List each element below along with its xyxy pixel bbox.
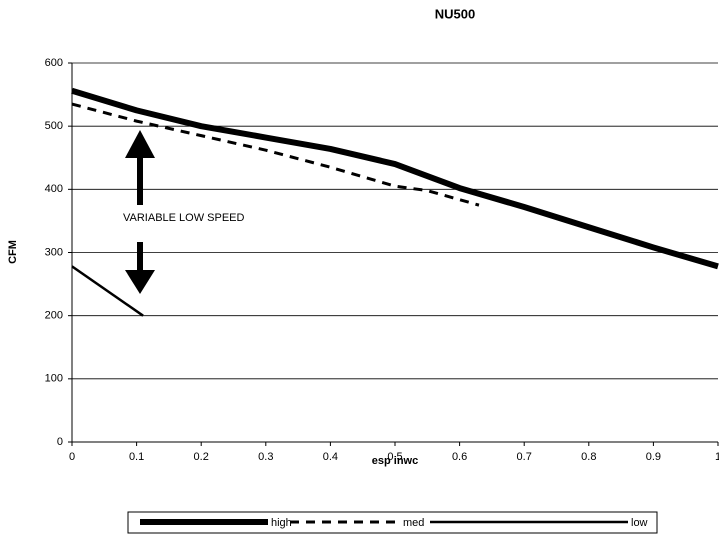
x-tick-label: 0.7 — [517, 451, 532, 463]
y-tick-label: 400 — [45, 183, 63, 195]
x-tick-label: 0.6 — [452, 451, 467, 463]
chart-title: NU500 — [435, 6, 475, 21]
x-tick-label: 0 — [69, 451, 75, 463]
series-line — [71, 265, 144, 317]
legend-label: high — [271, 517, 292, 529]
series-line — [71, 87, 719, 270]
x-tick-label: 0.2 — [194, 451, 209, 463]
legend-label: med — [403, 517, 424, 529]
x-tick-label: 0.9 — [646, 451, 661, 463]
x-tick-label: 0.5 — [387, 451, 402, 463]
x-tick-label: 0.4 — [323, 451, 338, 463]
arrows — [125, 130, 155, 294]
y-tick-label: 600 — [45, 57, 63, 69]
y-tick-label: 100 — [45, 373, 63, 385]
x-axis-label: esp inwc — [372, 455, 418, 467]
x-tick-label: 0.8 — [581, 451, 596, 463]
legend-label: low — [631, 517, 648, 529]
legend-box — [127, 511, 658, 534]
y-tick-label: 200 — [45, 310, 63, 322]
x-tick-label: 1 — [715, 451, 719, 463]
y-tick-label: 500 — [45, 120, 63, 132]
x-tick-label: 0.1 — [129, 451, 144, 463]
x-tick-label: 0.3 — [258, 451, 273, 463]
y-axis-label: CFM — [7, 240, 19, 264]
series-line — [71, 102, 480, 207]
y-tick-label: 300 — [45, 246, 63, 258]
y-tick-label: 0 — [57, 436, 63, 448]
annotation: VARIABLE LOW SPEED — [123, 212, 245, 224]
